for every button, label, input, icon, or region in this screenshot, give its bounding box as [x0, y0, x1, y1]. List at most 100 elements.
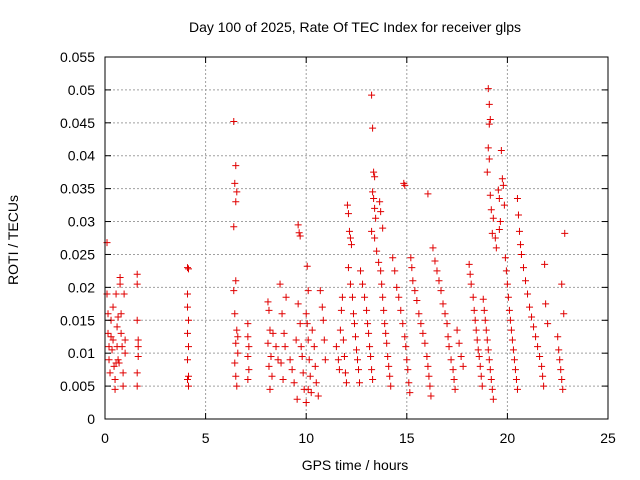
data-point — [419, 329, 427, 337]
data-point — [244, 333, 252, 341]
data-point — [183, 303, 191, 311]
data-point — [382, 329, 390, 337]
data-point — [298, 352, 306, 360]
data-point — [264, 298, 272, 306]
data-point — [406, 389, 414, 397]
data-point — [391, 267, 399, 275]
data-point — [472, 326, 480, 334]
data-point — [266, 326, 274, 334]
data-point — [364, 320, 372, 328]
data-point — [347, 241, 355, 249]
data-point — [272, 343, 280, 351]
data-point — [455, 339, 463, 347]
data-point — [424, 362, 432, 370]
data-point — [232, 339, 240, 347]
data-point — [426, 382, 434, 390]
data-point — [375, 258, 383, 266]
data-point — [536, 352, 544, 360]
data-point — [134, 336, 142, 344]
data-point — [244, 320, 252, 328]
data-point — [184, 343, 192, 351]
data-point — [485, 120, 493, 128]
data-point — [277, 359, 285, 367]
data-point — [513, 195, 521, 203]
data-point — [484, 144, 492, 152]
data-point — [230, 223, 238, 231]
data-point — [116, 273, 124, 281]
data-point — [361, 293, 369, 301]
data-point — [539, 372, 547, 380]
data-point — [305, 356, 313, 364]
data-point — [116, 280, 124, 288]
data-point — [279, 376, 287, 384]
data-point — [373, 247, 381, 255]
data-point — [496, 218, 504, 226]
data-point — [351, 333, 359, 341]
data-point — [304, 336, 312, 344]
data-point — [486, 191, 494, 199]
data-point — [341, 369, 349, 377]
data-point — [113, 323, 121, 331]
data-point — [498, 175, 506, 183]
y-tick-label: 0.005 — [60, 378, 95, 394]
data-point — [307, 389, 315, 397]
data-point — [489, 214, 497, 222]
data-point — [512, 376, 520, 384]
data-point — [381, 320, 389, 328]
data-point — [265, 362, 273, 370]
data-point — [368, 227, 376, 235]
y-tick-label: 0.055 — [60, 49, 95, 65]
data-point — [290, 379, 298, 387]
data-point — [117, 329, 125, 337]
data-point — [184, 316, 192, 324]
data-point — [408, 264, 416, 272]
data-point — [473, 336, 481, 344]
data-point — [370, 168, 378, 176]
data-point — [133, 369, 141, 377]
data-point — [106, 369, 114, 377]
data-point — [447, 356, 455, 364]
data-point — [345, 227, 353, 235]
data-point — [378, 280, 386, 288]
data-point — [540, 382, 548, 390]
plot-frame — [104, 56, 609, 420]
data-point — [380, 306, 388, 314]
data-point — [244, 376, 252, 384]
data-point — [480, 306, 488, 314]
data-point — [377, 267, 385, 275]
data-point — [120, 290, 128, 298]
data-point — [470, 306, 478, 314]
data-point — [245, 343, 253, 351]
data-point — [431, 257, 439, 265]
y-tick-label: 0.05 — [68, 82, 95, 98]
data-point — [105, 356, 113, 364]
data-point — [369, 124, 377, 132]
data-point — [561, 229, 569, 237]
data-point — [558, 280, 566, 288]
x-tick-label: 5 — [202, 430, 210, 446]
data-point — [314, 392, 322, 400]
data-point — [515, 227, 523, 235]
data-point — [483, 168, 491, 176]
data-point — [267, 352, 275, 360]
data-point — [134, 352, 142, 360]
data-point — [299, 369, 307, 377]
data-point — [511, 366, 519, 374]
data-point — [407, 254, 415, 262]
data-point — [265, 306, 273, 314]
data-point — [371, 234, 379, 242]
x-tick-label: 20 — [500, 430, 516, 446]
data-point — [231, 179, 239, 187]
data-point — [469, 293, 477, 301]
data-point — [486, 366, 494, 374]
data-point — [112, 290, 120, 298]
data-point — [338, 293, 346, 301]
data-point — [343, 201, 351, 209]
data-point — [316, 287, 324, 295]
data-point — [302, 310, 310, 318]
data-point — [379, 224, 387, 232]
data-point — [476, 362, 484, 370]
y-axis-label: ROTI / TECUs — [5, 195, 21, 285]
data-point — [402, 343, 410, 351]
